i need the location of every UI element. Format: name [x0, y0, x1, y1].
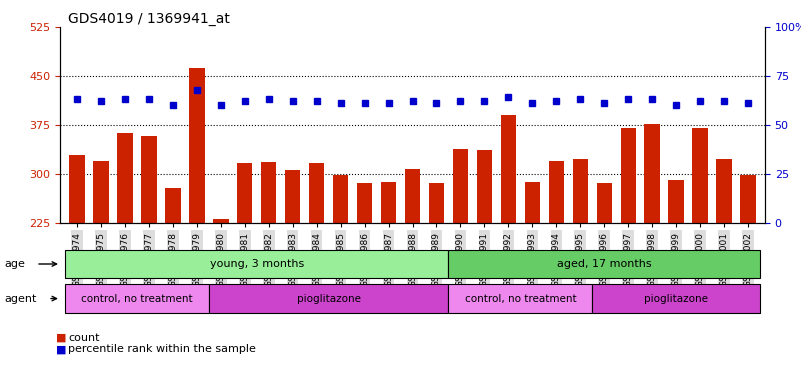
Bar	[477, 150, 493, 223]
Bar	[261, 162, 276, 223]
Bar	[621, 128, 636, 223]
Bar	[453, 149, 469, 223]
Bar	[525, 182, 540, 223]
Text: pioglitazone: pioglitazone	[644, 293, 708, 304]
Bar	[380, 182, 396, 223]
Bar	[716, 159, 732, 223]
Bar	[573, 159, 588, 223]
Bar	[69, 156, 85, 223]
Bar	[213, 219, 228, 223]
Bar	[117, 133, 133, 223]
Bar	[356, 183, 372, 223]
Text: ■: ■	[56, 344, 66, 354]
Text: age: age	[4, 259, 25, 269]
Text: aged, 17 months: aged, 17 months	[557, 259, 652, 269]
Text: count: count	[68, 333, 99, 343]
Bar	[740, 175, 756, 223]
Text: agent: agent	[4, 293, 36, 304]
Text: young, 3 months: young, 3 months	[210, 259, 304, 269]
Text: control, no treatment: control, no treatment	[465, 293, 576, 304]
Bar	[405, 169, 421, 223]
Text: ■: ■	[56, 333, 66, 343]
Bar	[429, 183, 445, 223]
Bar	[669, 180, 684, 223]
Bar	[332, 175, 348, 223]
Bar	[309, 163, 324, 223]
Bar	[501, 115, 516, 223]
Text: pioglitazone: pioglitazone	[296, 293, 360, 304]
Text: percentile rank within the sample: percentile rank within the sample	[68, 344, 256, 354]
Bar	[237, 163, 252, 223]
Text: GDS4019 / 1369941_at: GDS4019 / 1369941_at	[68, 12, 230, 25]
Bar	[645, 124, 660, 223]
Bar	[692, 128, 708, 223]
Bar	[141, 136, 156, 223]
Bar	[93, 161, 109, 223]
Bar	[549, 161, 564, 223]
Bar	[165, 188, 180, 223]
Bar	[285, 170, 300, 223]
Bar	[597, 183, 612, 223]
Text: control, no treatment: control, no treatment	[81, 293, 192, 304]
Bar	[189, 68, 204, 223]
